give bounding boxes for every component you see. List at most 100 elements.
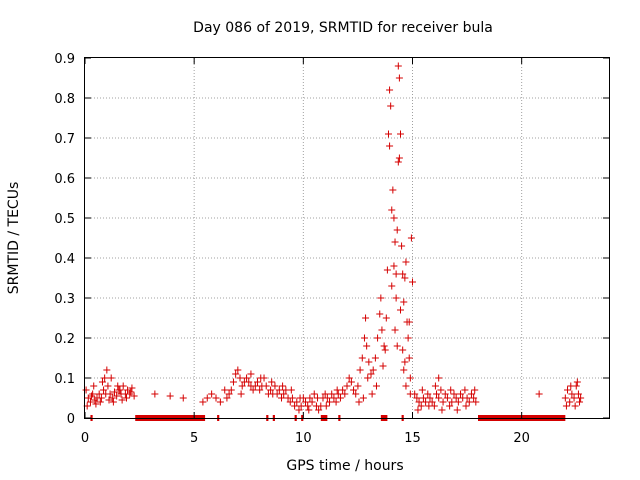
- data-point: [577, 394, 585, 402]
- data-point: [409, 278, 416, 286]
- data-point: [399, 270, 407, 278]
- data-point: [425, 402, 433, 410]
- data-point: [343, 382, 351, 390]
- data-point: [360, 334, 368, 342]
- data-point: [273, 390, 281, 398]
- data-point: [562, 402, 570, 410]
- data-point: [462, 402, 470, 410]
- data-point: [567, 382, 575, 390]
- data-point: [225, 390, 233, 398]
- data-point: [395, 74, 403, 82]
- data-point: [377, 294, 385, 302]
- data-point: [275, 386, 283, 394]
- data-point: [306, 394, 314, 402]
- data-point: [105, 396, 113, 404]
- data-point: [447, 386, 455, 394]
- data-point: [90, 382, 98, 390]
- data-point: [98, 378, 106, 386]
- data-point: [437, 386, 445, 394]
- data-point: [576, 398, 584, 406]
- data-point: [291, 402, 299, 410]
- y-tick-label: 0.8: [54, 92, 75, 107]
- data-point: [452, 394, 460, 402]
- data-point: [394, 62, 402, 70]
- data-point: [354, 382, 362, 390]
- y-tick-label: 0.7: [54, 132, 75, 147]
- data-point: [571, 402, 579, 410]
- data-point: [216, 398, 224, 406]
- data-point: [388, 282, 396, 290]
- data-point: [364, 374, 372, 382]
- data-point: [383, 266, 391, 274]
- data-point: [95, 390, 103, 398]
- data-point: [372, 382, 380, 390]
- data-point: [363, 342, 371, 350]
- data-point: [293, 398, 301, 406]
- data-point: [417, 402, 425, 410]
- data-point: [288, 394, 296, 402]
- x-axis-label: GPS time / hours: [286, 458, 403, 474]
- data-point: [88, 392, 96, 400]
- data-point: [405, 318, 413, 326]
- data-point: [116, 386, 124, 394]
- data-point: [345, 374, 353, 382]
- data-point: [374, 334, 382, 342]
- data-point: [435, 394, 443, 402]
- data-point: [392, 294, 400, 302]
- data-point: [381, 346, 389, 354]
- data-point: [321, 390, 329, 398]
- data-point: [439, 398, 447, 406]
- data-point: [323, 394, 331, 402]
- data-point: [179, 394, 187, 402]
- data-point: [315, 406, 323, 414]
- data-point: [380, 342, 388, 350]
- data-point: [379, 362, 387, 370]
- y-tick-label: 0.1: [54, 372, 75, 387]
- y-tick-label: 0.4: [54, 252, 75, 267]
- data-point: [391, 238, 399, 246]
- data-point: [221, 386, 229, 394]
- data-point: [223, 394, 231, 402]
- y-tick-label: 0.2: [54, 332, 75, 347]
- data-point: [402, 258, 410, 266]
- data-point: [280, 390, 288, 398]
- data-point: [101, 374, 109, 382]
- data-point: [399, 346, 407, 354]
- data-point: [443, 394, 451, 402]
- data-point: [401, 358, 409, 366]
- data-point: [249, 386, 257, 394]
- data-point: [336, 394, 344, 402]
- data-point: [333, 386, 341, 394]
- data-point: [426, 394, 434, 402]
- y-tick-label: 0.3: [54, 292, 75, 307]
- data-point: [114, 382, 122, 390]
- data-point: [570, 394, 578, 402]
- data-point: [433, 390, 441, 398]
- data-point: [347, 378, 355, 386]
- data-point: [422, 398, 430, 406]
- data-point: [86, 398, 94, 406]
- data-point: [396, 306, 404, 314]
- data-point: [118, 396, 126, 404]
- data-point: [564, 386, 572, 394]
- data-point: [419, 394, 427, 402]
- data-point: [431, 382, 439, 390]
- data-point: [107, 374, 115, 382]
- data-point: [369, 366, 377, 374]
- data-point: [393, 226, 401, 234]
- data-point: [407, 234, 415, 242]
- data-point: [413, 394, 421, 402]
- data-point: [245, 378, 253, 386]
- data-point: [243, 374, 251, 382]
- data-point: [414, 406, 422, 414]
- data-point: [424, 390, 432, 398]
- data-point: [110, 388, 118, 396]
- data-point: [389, 186, 397, 194]
- data-point: [392, 270, 400, 278]
- x-tick-label: 5: [190, 431, 198, 446]
- data-point: [356, 366, 364, 374]
- data-point: [566, 398, 574, 406]
- data-point: [376, 310, 384, 318]
- data-point: [330, 394, 338, 402]
